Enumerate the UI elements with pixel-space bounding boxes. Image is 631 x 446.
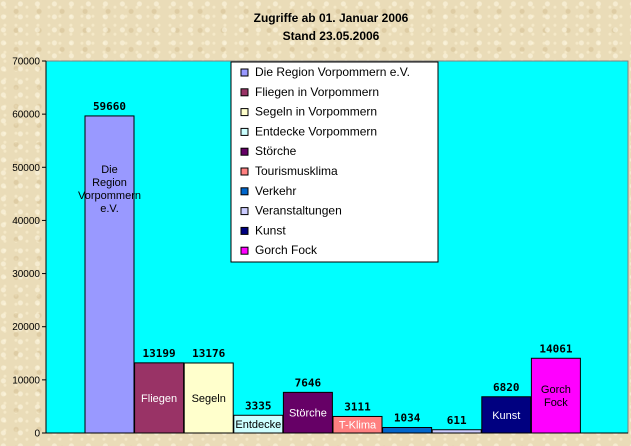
legend-item: Gorch Fock xyxy=(240,243,318,257)
bar-inner-label: Region xyxy=(92,177,127,189)
legend-label: Fliegen in Vorpommern xyxy=(255,85,379,99)
legend-swatch xyxy=(240,147,249,156)
legend-item: Störche xyxy=(240,144,297,158)
bar-group: 13176 Segeln xyxy=(183,347,234,434)
bar-group: 7646 Störche xyxy=(282,376,333,434)
legend-label: Störche xyxy=(255,144,297,158)
legend-item: Tourismusklima xyxy=(240,164,338,178)
legend-swatch xyxy=(240,108,249,117)
legend-swatch xyxy=(240,68,249,77)
legend-label: Kunst xyxy=(255,223,286,237)
bar-group: 6820 Kunst xyxy=(481,381,532,434)
bar-group: 3111 T-Klima xyxy=(332,400,383,434)
y-tick-label: 20000 xyxy=(12,322,40,333)
y-tick-label: 0 xyxy=(34,429,40,440)
bar-group: 13199 Fliegen xyxy=(134,347,185,434)
legend-label: Gorch Fock xyxy=(255,243,318,257)
bar-inner-label: Entdecke xyxy=(235,419,281,431)
bar xyxy=(431,429,482,434)
bar-inner-label: T-Klima xyxy=(339,420,377,432)
bar xyxy=(282,391,333,434)
y-tick-label: 30000 xyxy=(12,269,40,280)
legend: Die Region Vorpommern e.V. Fliegen in Vor… xyxy=(230,61,439,263)
chart-subtitle: Stand 23.05.2006 xyxy=(283,29,380,43)
legend-swatch xyxy=(240,226,249,235)
bar xyxy=(233,414,284,434)
legend-item: Segeln in Vorpommern xyxy=(240,105,377,119)
bar xyxy=(84,115,135,434)
bar xyxy=(183,362,234,434)
data-label: 13176 xyxy=(192,347,225,360)
data-label: 13199 xyxy=(143,347,176,360)
bar xyxy=(134,362,185,434)
bar-group: 1034 xyxy=(382,412,433,434)
bar xyxy=(332,415,383,434)
bar-inner-label: Vorpommern xyxy=(78,190,141,202)
data-label: 6820 xyxy=(493,381,520,394)
legend-item: Fliegen in Vorpommern xyxy=(240,85,379,99)
data-label: 3335 xyxy=(245,399,272,412)
bar-inner-label: Die xyxy=(101,164,118,176)
legend-swatch xyxy=(240,167,249,176)
bar-inner-label: Störche xyxy=(289,408,327,420)
bar-inner-label: Fliegen xyxy=(141,393,177,405)
bar xyxy=(382,427,433,434)
legend-item: Verkehr xyxy=(240,184,296,198)
legend-swatch xyxy=(240,187,249,196)
legend-box xyxy=(230,61,439,263)
bar-inner-label: Segeln xyxy=(192,393,226,405)
data-label: 7646 xyxy=(295,376,322,389)
bar-inner-label: Fock xyxy=(544,397,568,409)
data-label: 611 xyxy=(447,414,467,427)
legend-swatch xyxy=(240,246,249,255)
legend-label: Tourismusklima xyxy=(255,164,338,178)
y-tick-label: 70000 xyxy=(12,57,40,68)
y-tick-label: 10000 xyxy=(12,375,40,386)
data-label: 3111 xyxy=(344,400,371,413)
y-tick-label: 50000 xyxy=(12,163,40,174)
legend-label: Verkehr xyxy=(255,184,296,198)
bar-inner-label: e.V. xyxy=(100,203,119,215)
data-label: 1034 xyxy=(394,412,421,425)
legend-swatch xyxy=(240,207,249,216)
legend-swatch xyxy=(240,88,249,97)
legend-item: Veranstaltungen xyxy=(240,204,342,218)
legend-label: Die Region Vorpommern e.V. xyxy=(255,65,410,79)
legend-label: Entdecke Vorpommern xyxy=(255,124,377,138)
chart-title: Zugriffe ab 01. Januar 2006 xyxy=(254,11,409,25)
legend-label: Segeln in Vorpommern xyxy=(255,105,377,119)
bar-inner-label: Kunst xyxy=(492,410,520,422)
legend-item: Entdecke Vorpommern xyxy=(240,124,377,138)
legend-label: Veranstaltungen xyxy=(255,204,342,218)
legend-item: Die Region Vorpommern e.V. xyxy=(240,65,410,79)
y-tick-label: 40000 xyxy=(12,216,40,227)
legend-item: Kunst xyxy=(240,223,286,237)
data-label: 14061 xyxy=(539,342,572,355)
legend-swatch xyxy=(240,127,249,136)
bar-inner-label: Gorch xyxy=(541,384,571,396)
bar xyxy=(530,357,581,434)
bar-group: 3335 Entdecke xyxy=(233,399,284,434)
bar-group: 611 xyxy=(431,414,482,434)
bar xyxy=(481,396,532,434)
y-tick-label: 60000 xyxy=(12,110,40,121)
data-label: 59660 xyxy=(93,100,126,113)
